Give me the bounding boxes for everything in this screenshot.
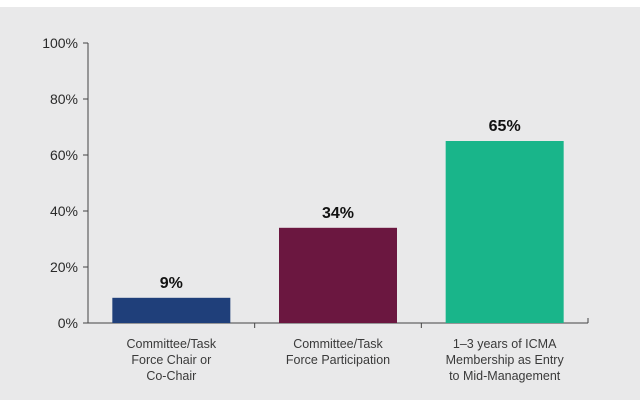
y-tick-label: 0% [58, 315, 78, 331]
x-category-label: Force Participation [286, 353, 390, 367]
data-label: 65% [489, 118, 521, 135]
x-category-label: Force Chair or [131, 353, 211, 367]
x-category-label: Co-Chair [146, 369, 196, 383]
data-label: 9% [160, 275, 183, 292]
bar [445, 141, 564, 323]
y-tick-label: 60% [50, 147, 78, 163]
y-tick-label: 20% [50, 259, 78, 275]
x-category-label: to Mid-Management [449, 369, 561, 383]
x-category-label: Committee/Task [127, 337, 217, 351]
y-tick-label: 100% [42, 35, 78, 51]
data-label: 34% [322, 205, 354, 222]
x-category-label: Membership as Entry [446, 353, 565, 367]
x-category-label: 1–3 years of ICMA [453, 337, 557, 351]
bar [279, 227, 397, 323]
y-tick-label: 40% [50, 203, 78, 219]
x-category-label: Committee/Task [293, 337, 383, 351]
bar [112, 297, 231, 323]
y-tick-label: 80% [50, 91, 78, 107]
